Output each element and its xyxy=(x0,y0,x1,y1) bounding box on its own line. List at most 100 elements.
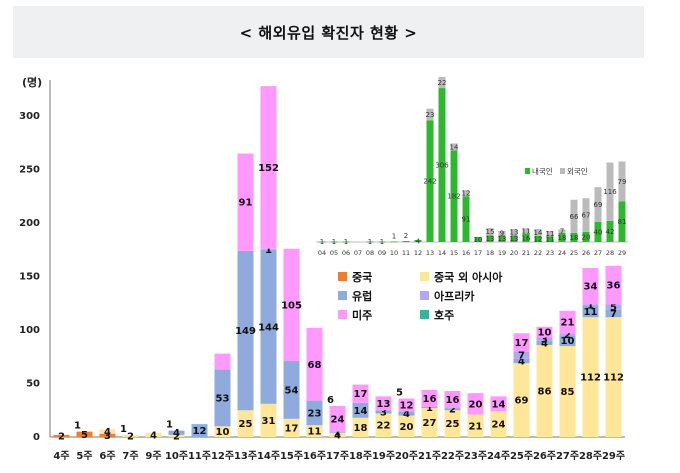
inset-x-tick-label: 07 xyxy=(354,249,362,257)
inset-data-label: 22 xyxy=(438,79,447,87)
inset-legend-swatch-외국인 xyxy=(560,168,565,174)
inset-x-tick-label: 09 xyxy=(378,249,386,257)
inset-bar-외국인-26 xyxy=(582,198,590,232)
data-label: 25 xyxy=(446,419,460,430)
inset-bar-내국인-10 xyxy=(390,241,398,243)
inset-legend-label-내국인: 내국인 xyxy=(532,166,553,176)
inset-bar-내국인-16 xyxy=(462,196,470,242)
data-label: 18 xyxy=(354,423,368,434)
data-label: 7 xyxy=(518,351,525,362)
bar-중국 외 아시아-6주 xyxy=(99,429,116,434)
inset-x-tick-label: 21 xyxy=(522,249,530,257)
bar-중국 외 아시아-21주 xyxy=(421,408,438,437)
data-label: 4 xyxy=(403,409,410,420)
bar-중국 외 아시아-19주 xyxy=(375,413,392,437)
bar-아프리카-14주 xyxy=(260,248,277,250)
bar-아프리카-28주 xyxy=(582,304,599,306)
data-label: 6 xyxy=(327,395,334,406)
inset-bar-내국인-28 xyxy=(606,220,614,242)
inset-data-label: 42 xyxy=(606,228,615,236)
data-label: 2 xyxy=(449,405,456,416)
inset-bar-외국인-13 xyxy=(426,108,434,121)
x-tick-label: 20주 xyxy=(395,450,418,462)
inset-data-label: 242 xyxy=(423,178,436,186)
inset-data-label: 1 xyxy=(368,238,372,246)
inset-bar-외국인-18 xyxy=(486,227,494,236)
data-label: 11 xyxy=(584,307,598,318)
inset-data-label: 16 xyxy=(522,234,531,242)
inset-data-label: 81 xyxy=(618,218,627,226)
data-label: 17 xyxy=(285,423,299,434)
inset-bar-내국인-13 xyxy=(426,120,434,242)
bar-중국 외 아시아-16주 xyxy=(306,425,323,437)
y-tick-label: 0 xyxy=(33,432,40,443)
y-tick-label: 300 xyxy=(19,111,40,122)
bar-아프리카-29주 xyxy=(605,304,622,310)
inset-legend-label-외국인: 외국인 xyxy=(567,166,588,176)
data-label: 1 xyxy=(265,245,272,256)
inset-data-label: 13 xyxy=(510,229,519,237)
inset-bar-내국인-08 xyxy=(366,241,374,243)
bar-중국 외 아시아-18주 xyxy=(352,417,369,437)
y-tick-label: 100 xyxy=(19,325,40,336)
bar-유럽-29주 xyxy=(605,309,622,318)
data-label: 22 xyxy=(377,421,391,432)
inset-data-label: 40 xyxy=(594,228,603,236)
bar-중국 외 아시아-14주 xyxy=(260,403,277,437)
data-label: 27 xyxy=(423,418,437,429)
y-tick-label: 250 xyxy=(19,165,40,176)
inset-bar-외국인-19 xyxy=(498,230,506,236)
inset-data-label: 2 xyxy=(404,232,408,240)
bar-중국 외 아시아-12주 xyxy=(214,426,231,437)
bar-중국 외 아시아-10주 xyxy=(168,434,185,437)
x-tick-label: 25주 xyxy=(510,450,533,462)
bar-유럽-27주 xyxy=(559,335,576,347)
bar-중국 외 아시아-22주 xyxy=(444,410,461,437)
data-label: 20 xyxy=(469,399,483,410)
bar-중국 외 아시아-17주 xyxy=(329,432,346,437)
data-label: 4 xyxy=(173,428,180,439)
x-tick-label: 18주 xyxy=(349,450,372,462)
data-label: 1 xyxy=(334,428,341,439)
bar-아프리카-26주 xyxy=(536,337,553,341)
data-label: 34 xyxy=(584,282,598,293)
data-label: 5 xyxy=(610,303,617,314)
bar-미주-24주 xyxy=(490,396,507,412)
data-label: 2 xyxy=(127,431,134,442)
data-label: 24 xyxy=(331,414,345,425)
x-tick-label: 9주 xyxy=(145,450,161,462)
bar-중국 외 아시아-7주 xyxy=(122,434,139,437)
x-tick-label: 23주 xyxy=(464,450,487,462)
inset-legend-swatch-내국인 xyxy=(525,168,530,174)
legend-swatch-호주 xyxy=(420,310,429,319)
bar-유럽-26주 xyxy=(536,340,553,346)
data-label: 7 xyxy=(610,309,617,320)
data-label: 16 xyxy=(423,394,437,405)
bar-중국 외 아시아-26주 xyxy=(536,345,553,437)
data-label: 2 xyxy=(58,431,65,442)
x-tick-label: 22주 xyxy=(441,450,464,462)
inset-data-label: 1 xyxy=(392,232,396,240)
inset-bar-내국인-25 xyxy=(570,232,578,242)
bar-중국 외 아시아-15주 xyxy=(283,418,300,437)
data-label: 10 xyxy=(216,427,230,438)
inset-bar-외국인-24 xyxy=(558,229,566,233)
bar-유럽-20주 xyxy=(398,411,415,416)
bar-미주-22주 xyxy=(444,391,461,409)
legend-label-미주: 미주 xyxy=(352,308,372,322)
data-label: 13 xyxy=(377,399,391,410)
inset-data-label: 4 xyxy=(416,237,421,245)
inset-x-tick-label: 04 xyxy=(318,249,326,257)
data-label: 5 xyxy=(81,430,88,441)
inset-x-tick-label: 20 xyxy=(510,249,518,257)
inset-x-tick-label: 17 xyxy=(474,249,482,257)
inset-x-tick-label: 16 xyxy=(462,249,470,257)
bar-중국 외 아시아-27주 xyxy=(559,346,576,437)
bar-미주-25주 xyxy=(513,333,530,352)
data-label: 4 xyxy=(104,427,111,438)
bar-유럽-14주 xyxy=(260,249,277,404)
y-tick-label: 50 xyxy=(26,379,40,390)
data-label: 53 xyxy=(216,393,230,404)
inset-data-label: 23 xyxy=(426,111,435,119)
